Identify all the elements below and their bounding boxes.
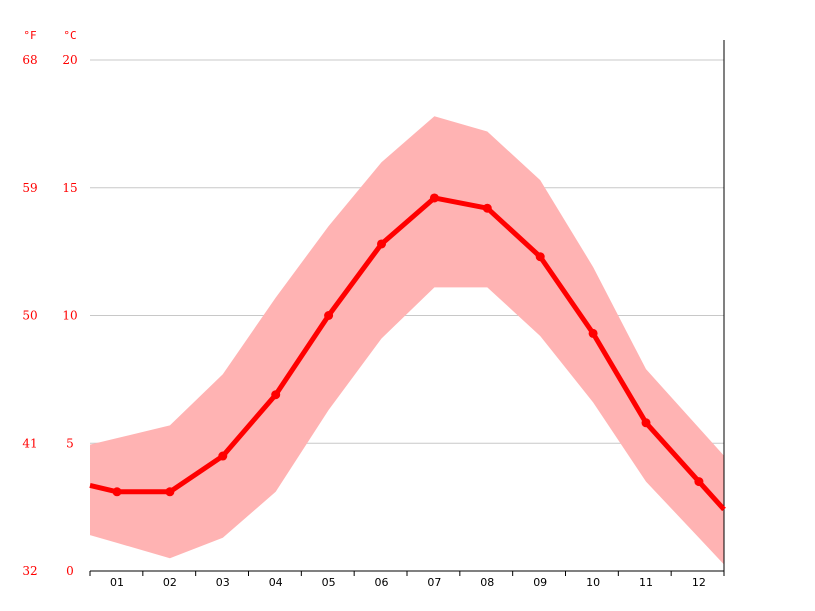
y-tick-labels: 68 20 59 15 50 10 41 5 32 0 [22, 53, 77, 578]
y-tick-label-c: 0 [66, 564, 74, 578]
y-tick-label-c: 10 [62, 309, 77, 323]
data-point [377, 239, 386, 249]
x-tick-label: 06 [375, 576, 389, 589]
x-tick-labels: 01 02 03 04 05 06 07 08 09 10 11 12 [110, 576, 706, 589]
x-tick-label: 07 [427, 576, 441, 589]
x-tick-label: 12 [692, 576, 706, 589]
data-point [482, 203, 492, 213]
axes [89, 40, 725, 576]
x-tick-label: 10 [586, 576, 600, 589]
x-tick-label: 11 [639, 576, 653, 589]
y-tick-label-f: 68 [22, 53, 37, 67]
x-tick-label: 05 [322, 576, 336, 589]
y-tick-label-c: 20 [62, 53, 77, 67]
x-tick-label: 02 [163, 576, 177, 589]
data-point [112, 487, 122, 497]
y-tick-label-f: 32 [22, 564, 37, 578]
data-point [324, 311, 334, 320]
data-point [588, 328, 598, 338]
fahrenheit-unit-label: °F [23, 29, 36, 42]
x-tick-label: 01 [110, 576, 124, 589]
data-point [218, 451, 228, 461]
x-tick-label: 04 [269, 576, 283, 589]
data-point [694, 477, 704, 487]
y-tick-label-f: 59 [22, 181, 37, 195]
data-point [641, 418, 651, 428]
y-tick-label-f: 41 [22, 436, 37, 450]
x-tick-label: 08 [480, 576, 494, 589]
x-tick-label: 09 [533, 576, 547, 589]
celsius-unit-label: °C [63, 29, 76, 42]
data-point [429, 193, 439, 203]
data-point [535, 252, 545, 262]
temperature-range-band [90, 116, 724, 565]
data-points [112, 193, 704, 497]
data-point [165, 487, 175, 497]
x-tick-label: 03 [216, 576, 230, 589]
data-point [271, 390, 281, 400]
y-tick-label-c: 15 [62, 181, 77, 195]
mean-temperature-line [89, 195, 726, 512]
y-tick-label-f: 50 [22, 309, 37, 323]
y-tick-label-c: 5 [66, 436, 74, 450]
